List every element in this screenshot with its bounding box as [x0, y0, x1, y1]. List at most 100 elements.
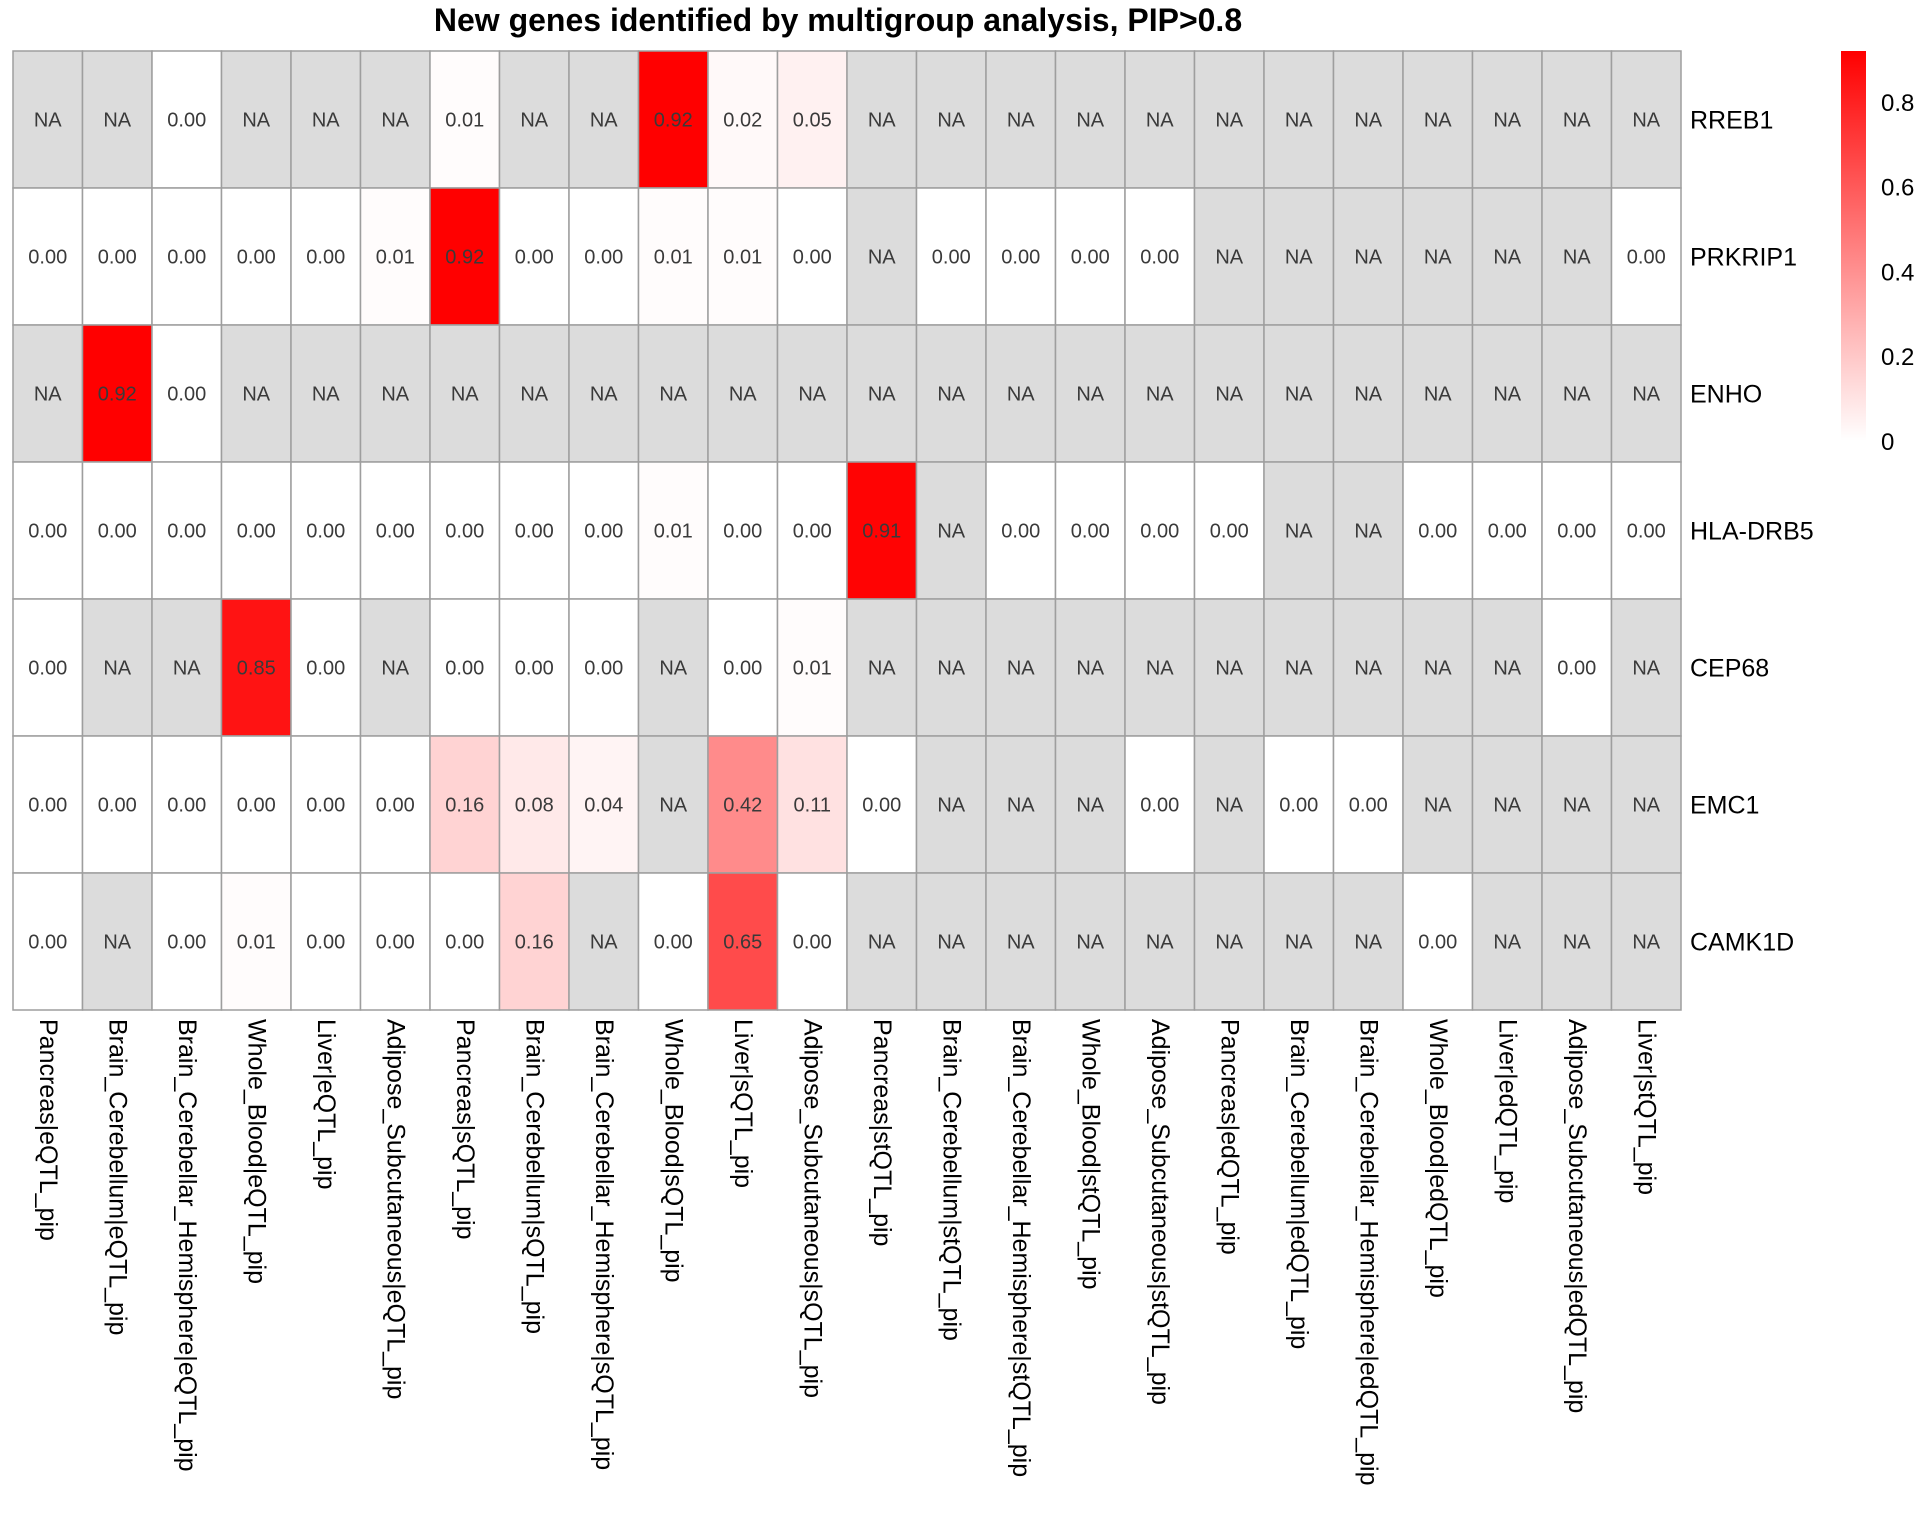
heatmap-cell: [1124, 872, 1196, 1011]
heatmap-cell: [12, 872, 84, 1011]
cell-value-label: 0.00: [584, 658, 623, 680]
row-label: CAMK1D: [1690, 929, 1794, 957]
heatmap-cell: [776, 461, 848, 600]
cell-value-label: NA: [103, 658, 131, 680]
row-label: HLA-DRB5: [1690, 518, 1814, 546]
heatmap-cell: [846, 324, 918, 463]
cell-value-label: NA: [1424, 110, 1452, 132]
cell-value-label: NA: [1354, 658, 1382, 680]
cell-value-label: 0.00: [584, 521, 623, 543]
heatmap-cell: [12, 50, 84, 189]
cell-value-label: NA: [381, 658, 409, 680]
heatmap-cell: [359, 598, 431, 737]
cell-value-label: NA: [590, 110, 618, 132]
cell-value-label: 0.91: [862, 521, 901, 543]
heatmap-cell: [151, 735, 223, 874]
cell-value-label: NA: [659, 795, 687, 817]
cell-value-label: NA: [729, 384, 757, 406]
heatmap-cell: [429, 598, 501, 737]
cell-value-label: 0.00: [306, 658, 345, 680]
heatmap-cell: [1054, 187, 1126, 326]
heatmap-cell: [429, 872, 501, 1011]
cell-value-label: 0.16: [445, 795, 484, 817]
cell-value-label: NA: [1632, 795, 1660, 817]
heatmap-cell: [846, 187, 918, 326]
column-label: Brain_Cerebellar_Hemisphere|eQTL_pip: [173, 1019, 201, 1472]
cell-value-label: 0.00: [1071, 521, 1110, 543]
cell-value-label: 0.00: [445, 932, 484, 954]
cell-value-label: 0.16: [515, 932, 554, 954]
cell-value-label: 0.00: [28, 521, 67, 543]
column-label: Adipose_Subcutaneous|stQTL_pip: [1146, 1019, 1174, 1405]
cell-value-label: 0.00: [515, 521, 554, 543]
legend-tick-label: 0.2: [1881, 344, 1914, 371]
cell-value-label: 0.04: [584, 795, 623, 817]
column-label: Liver|stQTL_pip: [1632, 1019, 1660, 1195]
legend-tick-label: 0: [1881, 429, 1894, 456]
cell-value-label: 0.00: [376, 795, 415, 817]
cell-value-label: NA: [103, 110, 131, 132]
cell-value-label: 0.00: [584, 247, 623, 269]
cell-value-label: 0.00: [1488, 521, 1527, 543]
heatmap-cell: [1471, 598, 1543, 737]
cell-value-label: NA: [173, 658, 201, 680]
cell-value-label: NA: [1563, 247, 1591, 269]
heatmap-cell: [220, 461, 292, 600]
heatmap-cell: [776, 735, 848, 874]
cell-value-label: NA: [590, 932, 618, 954]
cell-value-label: 0.00: [1140, 521, 1179, 543]
cell-value-label: NA: [1632, 658, 1660, 680]
chart-title: New genes identified by multigroup analy…: [434, 2, 1242, 38]
cell-value-label: NA: [1493, 110, 1521, 132]
cell-value-label: 0.00: [862, 795, 901, 817]
cell-value-label: NA: [1354, 932, 1382, 954]
cell-value-label: 0.00: [167, 384, 206, 406]
cell-value-label: 0.00: [1418, 932, 1457, 954]
cell-value-label: NA: [937, 932, 965, 954]
cell-value-label: NA: [451, 384, 479, 406]
cell-value-label: 0.85: [237, 658, 276, 680]
cell-value-label: NA: [1493, 658, 1521, 680]
heatmap-cell: [1263, 50, 1335, 189]
heatmap-cell: [81, 324, 153, 463]
heatmap-cells: NA NA 0.00 NA NA NA 0.01 NA NA 0.92 0.02 0.05 NA NA NA…: [12, 50, 1682, 1011]
heatmap-cell: [1124, 598, 1196, 737]
heatmap-cell: [985, 461, 1057, 600]
column-label: Liver|edQTL_pip: [1493, 1019, 1521, 1203]
cell-value-label: NA: [1493, 932, 1521, 954]
heatmap-cell: [12, 735, 84, 874]
cell-value-label: 0.08: [515, 795, 554, 817]
cell-value-label: 0.00: [445, 658, 484, 680]
cell-value-label: 0.00: [237, 521, 276, 543]
heatmap-cell: [1054, 598, 1126, 737]
cell-value-label: NA: [1632, 384, 1660, 406]
heatmap-cell: [1332, 324, 1404, 463]
cell-value-label: 0.00: [1627, 521, 1666, 543]
heatmap-cell: [1402, 324, 1474, 463]
heatmap-cell: [637, 461, 709, 600]
cell-value-label: 0.00: [306, 795, 345, 817]
cell-value-label: NA: [1285, 658, 1313, 680]
heatmap-cell: [707, 598, 779, 737]
heatmap-cell: [498, 872, 570, 1011]
heatmap-cell: [220, 872, 292, 1011]
cell-value-label: 0.02: [723, 110, 762, 132]
column-label: Liver|eQTL_pip: [312, 1019, 340, 1189]
cell-value-label: 0.00: [28, 932, 67, 954]
cell-value-label: NA: [1424, 384, 1452, 406]
cell-value-label: 0.00: [167, 795, 206, 817]
heatmap-cell: [1402, 50, 1474, 189]
heatmap-cell: [1471, 461, 1543, 600]
cell-value-label: 0.00: [1349, 795, 1388, 817]
cell-value-label: NA: [312, 384, 340, 406]
cell-value-label: 0.00: [306, 521, 345, 543]
heatmap-cell: [915, 598, 987, 737]
heatmap-cell: [985, 735, 1057, 874]
column-label: Pancreas|edQTL_pip: [1215, 1019, 1243, 1255]
cell-value-label: NA: [34, 110, 62, 132]
column-label: Adipose_Subcutaneous|eQTL_pip: [381, 1019, 409, 1399]
cell-value-label: NA: [1215, 247, 1243, 269]
row-label: RREB1: [1690, 107, 1773, 135]
cell-value-label: 0.00: [723, 521, 762, 543]
